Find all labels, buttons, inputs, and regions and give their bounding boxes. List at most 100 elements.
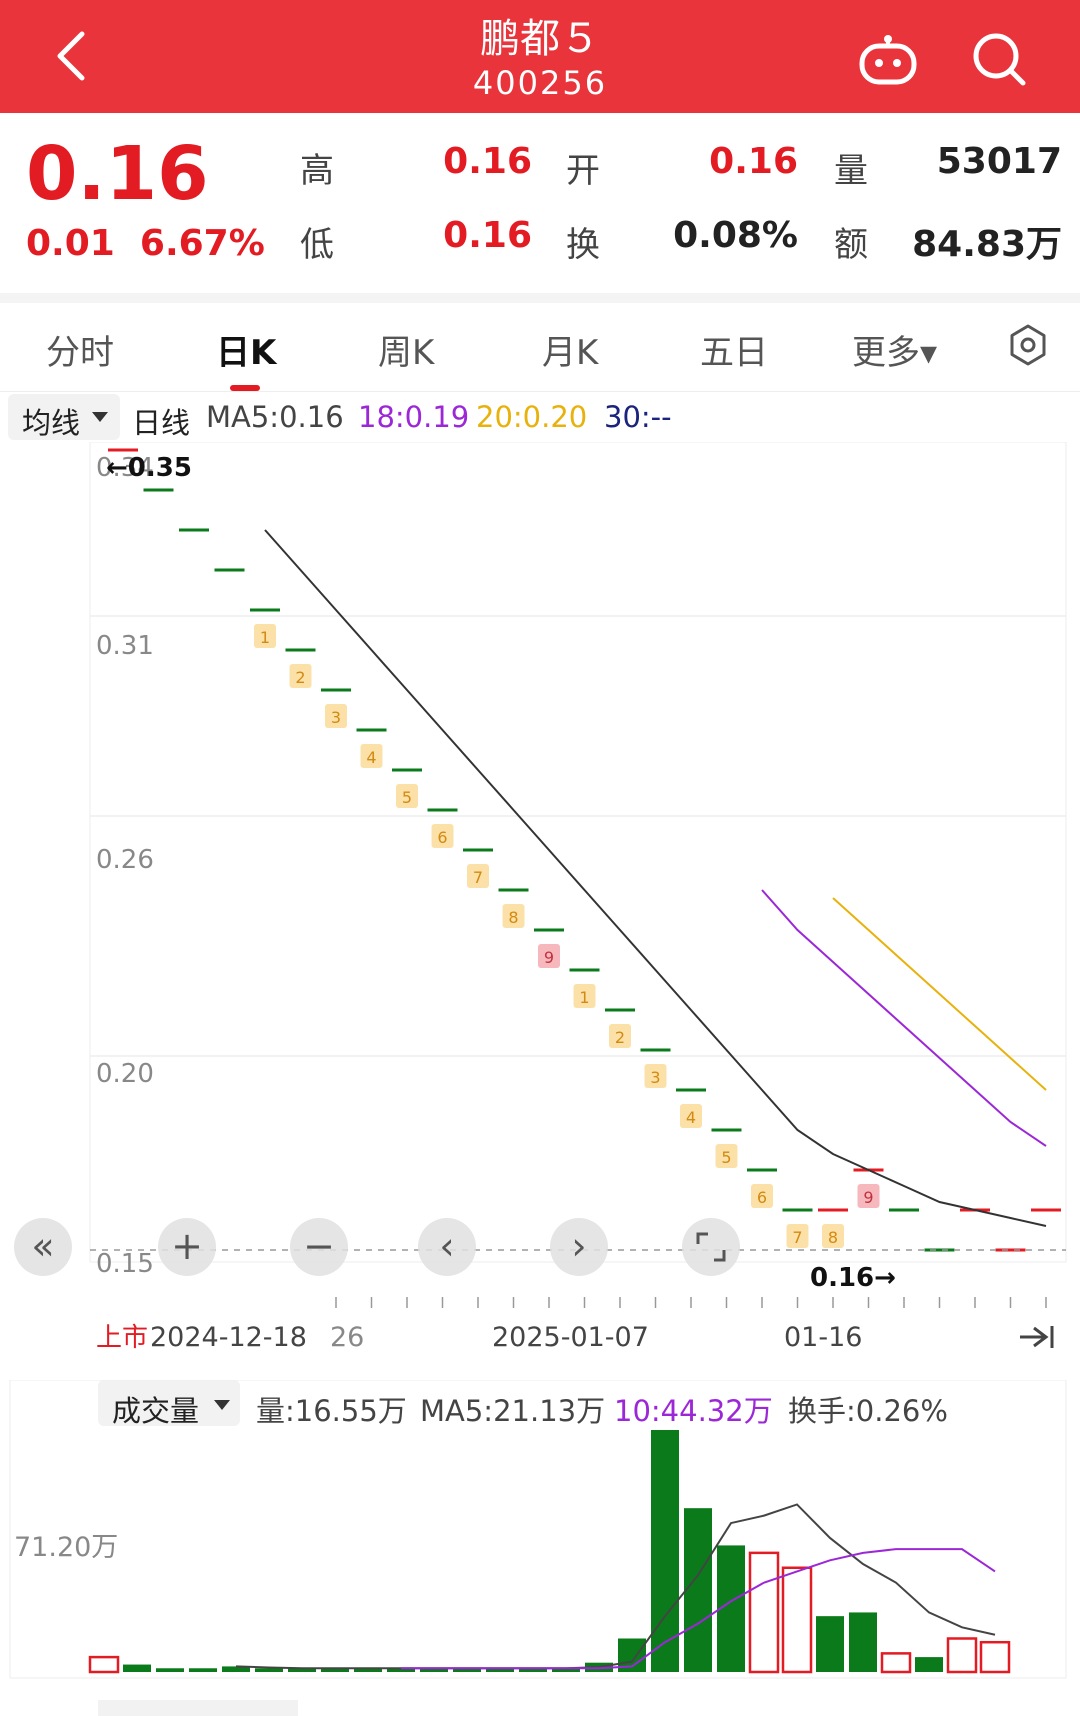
turnover-label: 换 — [566, 225, 600, 265]
line-type: 日线 — [132, 406, 191, 440]
ma-indicator-bar: 均线 日线 MA5:0.16 18:0.19 20:0.20 30:-- — [0, 392, 1080, 442]
nine-turn-label: 6 — [437, 828, 447, 847]
open-label: 开 — [566, 151, 600, 191]
nine-turn-label: 2 — [295, 668, 305, 687]
stock-name: 鹏都５ — [480, 16, 600, 62]
nine-turn-label: 9 — [863, 1188, 873, 1207]
price-change: 0.01 6.67% — [26, 223, 265, 264]
volume-bar — [387, 1668, 415, 1672]
nine-turn-badge — [467, 864, 489, 888]
volume-chart[interactable]: 71.20万 — [0, 1380, 1080, 1680]
high-value: 0.16 — [443, 141, 532, 182]
y-label-0.15: 0.15 — [96, 1249, 154, 1279]
back-arrow-icon[interactable] — [52, 30, 92, 82]
nine-turn-badge — [254, 624, 276, 648]
volume-bar — [816, 1616, 844, 1672]
nine-turn-badge — [680, 1104, 702, 1128]
nine-turn-label: 8 — [508, 908, 518, 927]
nine-turn-label: 3 — [650, 1068, 660, 1087]
nine-turn-badge — [396, 784, 418, 808]
volume-bar — [88, 1655, 120, 1674]
y-label-0.26: 0.26 — [96, 845, 154, 875]
nine-turn-label: 3 — [331, 708, 341, 727]
ma30-value: 30:-- — [604, 400, 672, 434]
settings-icon[interactable] — [1006, 323, 1050, 367]
fullscreen-button[interactable] — [682, 1218, 740, 1276]
scroll-right-button[interactable]: › — [550, 1218, 608, 1276]
nine-turn-badge — [786, 1224, 809, 1248]
nine-turn-label: 8 — [828, 1228, 838, 1247]
volume-bar — [946, 1637, 978, 1674]
high-label: 高 — [300, 151, 334, 191]
nine-turn-label: 5 — [721, 1148, 731, 1167]
volume-bar — [420, 1668, 448, 1672]
tab-intraday[interactable]: 分时 — [46, 333, 114, 373]
x-label-26: 26 — [330, 1322, 364, 1353]
nine-turn-label: 4 — [686, 1108, 696, 1127]
min-price-marker: 0.16→ — [810, 1263, 896, 1293]
nine-turn-badge — [857, 1184, 880, 1208]
nine-turn-label: 4 — [366, 748, 376, 767]
ma20-value: 20:0.20 — [476, 400, 588, 434]
dropdown-icon — [92, 412, 108, 422]
volume-bar — [748, 1551, 780, 1674]
volume-bar — [781, 1566, 813, 1674]
nine-turn-label: 7 — [792, 1228, 802, 1247]
y-top-label: 0.34 — [96, 453, 154, 483]
app-header: 鹏都５ 400256 — [0, 0, 1080, 113]
nine-turn-badge — [431, 824, 454, 848]
section-divider — [0, 293, 1080, 303]
volume-bar — [979, 1640, 1011, 1674]
turnover-value: 0.08% — [673, 215, 798, 256]
tab-more[interactable]: 更多▾ — [852, 333, 938, 373]
zoom-out-button[interactable]: − — [290, 1218, 348, 1276]
volume-bar — [255, 1668, 283, 1672]
last-price: 0.16 — [26, 131, 209, 217]
volume-selector-label: 成交量 — [112, 1394, 200, 1428]
rewind-button[interactable]: « — [14, 1218, 72, 1276]
nine-turn-label: 9 — [544, 948, 554, 967]
volume-ma5-line — [235, 1503, 996, 1670]
tab-weekly-k[interactable]: 周K — [378, 333, 435, 373]
nine-turn-label: 1 — [579, 988, 589, 1007]
stock-code: 400256 — [472, 64, 608, 102]
max-price-marker: ←0.35 — [106, 453, 192, 483]
volume-bar — [321, 1668, 349, 1672]
x-label-0116: 01-16 — [784, 1322, 862, 1353]
ma10-line — [761, 889, 1047, 1147]
nine-turn-badge — [573, 984, 596, 1008]
volume-value: 53017 — [936, 141, 1062, 182]
ma10-value: 18:0.19 — [358, 400, 470, 434]
volume-axis-label: 71.20万 — [14, 1532, 118, 1563]
listing-label: 上市 — [96, 1323, 148, 1353]
open-value: 0.16 — [709, 141, 798, 182]
x-label-start: 2024-12-18 — [150, 1322, 307, 1353]
search-icon[interactable] — [970, 30, 1028, 88]
active-tab-indicator — [230, 385, 260, 391]
price-change-pct: 6.67% — [139, 223, 265, 264]
nine-turn-label: 5 — [402, 788, 412, 807]
period-tabs: 分时 日K 周K 月K 五日 更多▾ — [0, 303, 1080, 392]
amount-value: 84.83万 — [912, 224, 1062, 265]
y-label-0.31: 0.31 — [96, 631, 154, 661]
nine-turn-label: 1 — [260, 628, 270, 647]
dropdown-icon — [214, 1400, 230, 1410]
tab-daily-k[interactable]: 日K — [216, 333, 277, 373]
jump-to-end-icon[interactable] — [1020, 1326, 1054, 1348]
nine-turn-badge — [289, 664, 312, 688]
robot-icon[interactable] — [858, 32, 918, 88]
bottom-panel-tab[interactable] — [98, 1700, 298, 1716]
tab-five-day[interactable]: 五日 — [700, 333, 768, 373]
volume-value: 量:16.55万 — [256, 1394, 407, 1428]
volume-bar — [453, 1668, 481, 1672]
scroll-left-button[interactable]: ‹ — [418, 1218, 476, 1276]
volume-selector[interactable] — [98, 1380, 240, 1426]
volume-bar — [123, 1664, 151, 1672]
indicator-selector-label: 均线 — [22, 406, 81, 440]
volume-ma5: MA5:21.13万 — [420, 1394, 606, 1428]
ma5-line — [264, 529, 1047, 1227]
volume-ma10-line — [401, 1548, 996, 1670]
zoom-in-button[interactable]: + — [158, 1218, 216, 1276]
tab-monthly-k[interactable]: 月K — [542, 333, 599, 373]
